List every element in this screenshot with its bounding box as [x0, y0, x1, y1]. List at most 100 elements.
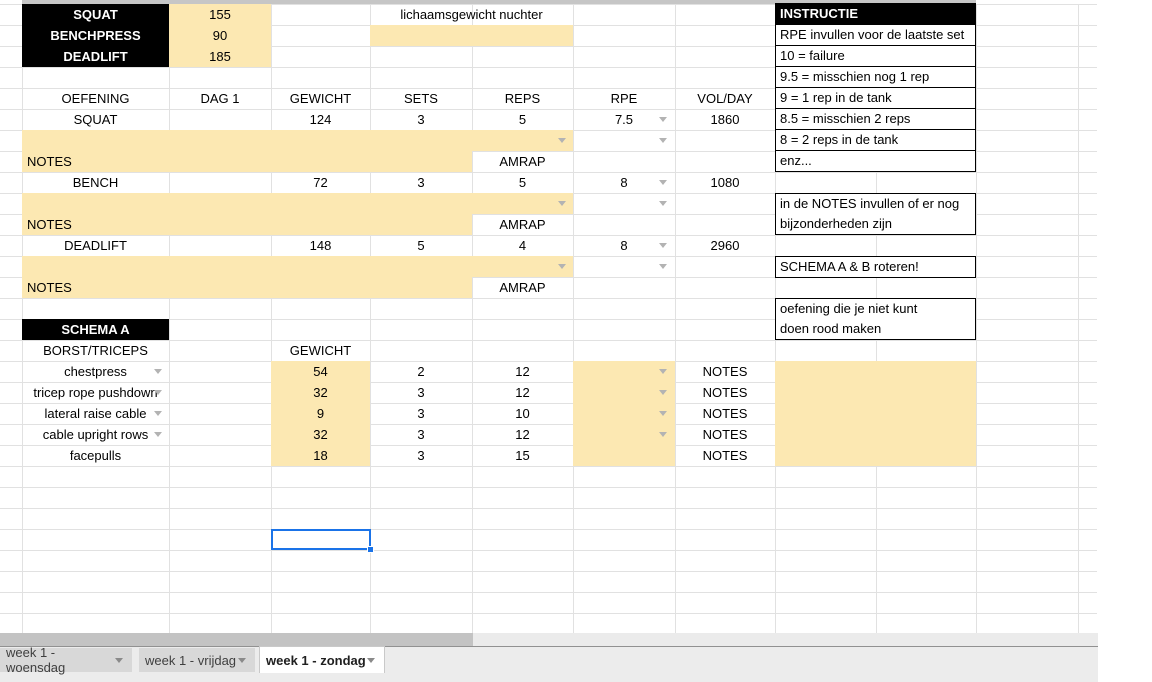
volday-value[interactable]: 2960 — [710, 238, 740, 253]
selected-cell[interactable] — [271, 529, 371, 550]
schema-notes-label[interactable]: NOTES — [702, 427, 748, 442]
notes-label[interactable]: NOTES — [22, 151, 472, 172]
max-label-squat[interactable]: SQUAT — [22, 4, 169, 25]
dropdown-arrow-icon[interactable] — [659, 180, 667, 185]
notes-label[interactable]: NOTES — [22, 214, 472, 235]
gewicht-value[interactable]: 72 — [313, 175, 328, 190]
dropdown-arrow-icon[interactable] — [659, 117, 667, 122]
schema-rpe-cell[interactable] — [573, 382, 675, 403]
dropdown-arrow-icon[interactable] — [659, 243, 667, 248]
schema-exercise-name[interactable]: lateral raise cable — [44, 406, 147, 421]
schema-sets-value[interactable]: 3 — [417, 448, 425, 463]
reps-value[interactable]: 5 — [518, 175, 527, 190]
schema-reps-value[interactable]: 15 — [515, 448, 530, 463]
dropdown-arrow-icon[interactable] — [154, 369, 162, 374]
dropdown-arrow-icon[interactable] — [154, 390, 162, 395]
schema-notes-input-cell[interactable] — [775, 403, 976, 424]
sheet-tab-woensdag[interactable]: week 1 - woensdag — [0, 645, 132, 675]
header-gewicht[interactable]: GEWICHT — [289, 91, 352, 106]
schema-notes-label[interactable]: NOTES — [702, 385, 748, 400]
schema-sets-value[interactable]: 3 — [417, 385, 425, 400]
schema-rpe-cell[interactable] — [573, 361, 675, 382]
schema-exercise-name[interactable]: tricep rope pushdown — [33, 385, 158, 400]
reps-value[interactable]: 5 — [518, 112, 527, 127]
exercise-name[interactable]: DEADLIFT — [64, 238, 127, 253]
schema-notes-input-cell[interactable] — [775, 361, 976, 382]
amrap-label[interactable]: AMRAP — [499, 280, 546, 295]
schema-rpe-cell[interactable] — [573, 403, 675, 424]
schema-sets-value[interactable]: 3 — [417, 406, 425, 421]
sets-value[interactable]: 3 — [417, 175, 425, 190]
schema-rpe-cell[interactable] — [573, 445, 675, 466]
sheet-tab-zondag-active[interactable]: week 1 - zondag — [259, 646, 385, 673]
schema-gewicht-value[interactable]: 9 — [271, 403, 370, 424]
exercise-name[interactable]: BENCH — [72, 175, 119, 190]
schema-gewicht-value[interactable]: 18 — [271, 445, 370, 466]
schema-reps-value[interactable]: 10 — [515, 406, 530, 421]
bodyweight-note[interactable]: lichaamsgewicht nuchter — [400, 7, 543, 22]
horizontal-scrollbar-thumb[interactable] — [0, 633, 473, 646]
bodyweight-input-cell[interactable] — [370, 25, 573, 46]
schema-reps-value[interactable]: 12 — [515, 364, 530, 379]
fill-handle[interactable] — [367, 546, 374, 553]
dropdown-arrow-icon[interactable] — [154, 432, 162, 437]
rpe-value[interactable]: 8 — [620, 175, 628, 190]
dropdown-arrow-icon[interactable] — [558, 201, 566, 206]
gewicht-value[interactable]: 148 — [309, 238, 332, 253]
schema-sets-value[interactable]: 3 — [417, 427, 425, 442]
max-label-benchpress[interactable]: BENCHPRESS — [22, 25, 169, 46]
notes-input-cell[interactable] — [22, 130, 573, 151]
schema-exercise-name[interactable]: chestpress — [64, 364, 127, 379]
header-reps[interactable]: REPS — [504, 91, 541, 106]
volday-value[interactable]: 1080 — [710, 175, 740, 190]
notes-label[interactable]: NOTES — [22, 277, 472, 298]
header-rpe[interactable]: RPE — [610, 91, 638, 106]
schema-exercise-name[interactable]: facepulls — [69, 448, 122, 463]
sets-value[interactable]: 5 — [417, 238, 425, 253]
volday-value[interactable]: 1860 — [710, 112, 740, 127]
schema-notes-input-cell[interactable] — [775, 382, 976, 403]
dropdown-arrow-icon[interactable] — [659, 201, 667, 206]
schema-gewicht-value[interactable]: 32 — [271, 382, 370, 403]
schema-gewicht-header[interactable]: GEWICHT — [289, 343, 352, 358]
sheet-tab-vrijdag[interactable]: week 1 - vrijdag — [139, 648, 255, 672]
schema-gewicht-value[interactable]: 54 — [271, 361, 370, 382]
header-sets[interactable]: SETS — [404, 91, 438, 106]
max-value-squat[interactable]: 155 — [169, 4, 271, 25]
max-value-deadlift[interactable]: 185 — [169, 46, 271, 67]
gewicht-value[interactable]: 124 — [309, 112, 332, 127]
schema-notes-label[interactable]: NOTES — [702, 448, 748, 463]
schema-a-title[interactable]: SCHEMA A — [22, 319, 169, 340]
schema-notes-label[interactable]: NOTES — [702, 364, 748, 379]
dropdown-arrow-icon[interactable] — [659, 390, 667, 395]
schema-reps-value[interactable]: 12 — [515, 385, 530, 400]
dropdown-arrow-icon[interactable] — [659, 138, 667, 143]
exercise-name[interactable]: SQUAT — [73, 112, 118, 127]
header-oefening[interactable]: OEFENING — [61, 91, 130, 106]
rpe-value[interactable]: 8 — [620, 238, 628, 253]
schema-notes-input-cell[interactable] — [775, 445, 976, 466]
schema-rpe-cell[interactable] — [573, 424, 675, 445]
dropdown-arrow-icon[interactable] — [659, 369, 667, 374]
reps-value[interactable]: 4 — [518, 238, 527, 253]
dropdown-arrow-icon[interactable] — [659, 432, 667, 437]
header-volday[interactable]: VOL/DAY — [697, 91, 753, 106]
tab-menu-arrow-icon[interactable] — [115, 657, 123, 663]
max-label-deadlift[interactable]: DEADLIFT — [22, 46, 169, 67]
tab-menu-arrow-icon[interactable] — [238, 657, 246, 663]
dropdown-arrow-icon[interactable] — [558, 264, 566, 269]
rpe-value[interactable]: 7.5 — [614, 112, 634, 127]
schema-exercise-name[interactable]: cable upright rows — [42, 427, 149, 442]
schema-gewicht-value[interactable]: 32 — [271, 424, 370, 445]
max-value-benchpress[interactable]: 90 — [169, 25, 271, 46]
schema-sets-value[interactable]: 2 — [417, 364, 425, 379]
amrap-label[interactable]: AMRAP — [499, 154, 546, 169]
notes-input-cell[interactable] — [22, 256, 573, 277]
dropdown-arrow-icon[interactable] — [659, 264, 667, 269]
schema-col-header[interactable]: BORST/TRICEPS — [43, 343, 148, 358]
schema-notes-input-cell[interactable] — [775, 424, 976, 445]
schema-reps-value[interactable]: 12 — [515, 427, 530, 442]
amrap-label[interactable]: AMRAP — [499, 217, 546, 232]
dropdown-arrow-icon[interactable] — [558, 138, 566, 143]
notes-input-cell[interactable] — [22, 193, 573, 214]
